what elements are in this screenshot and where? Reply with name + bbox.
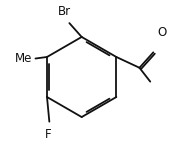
Text: Me: Me xyxy=(15,52,32,65)
Text: Br: Br xyxy=(58,6,71,18)
Text: F: F xyxy=(45,128,51,141)
Text: O: O xyxy=(157,26,166,38)
